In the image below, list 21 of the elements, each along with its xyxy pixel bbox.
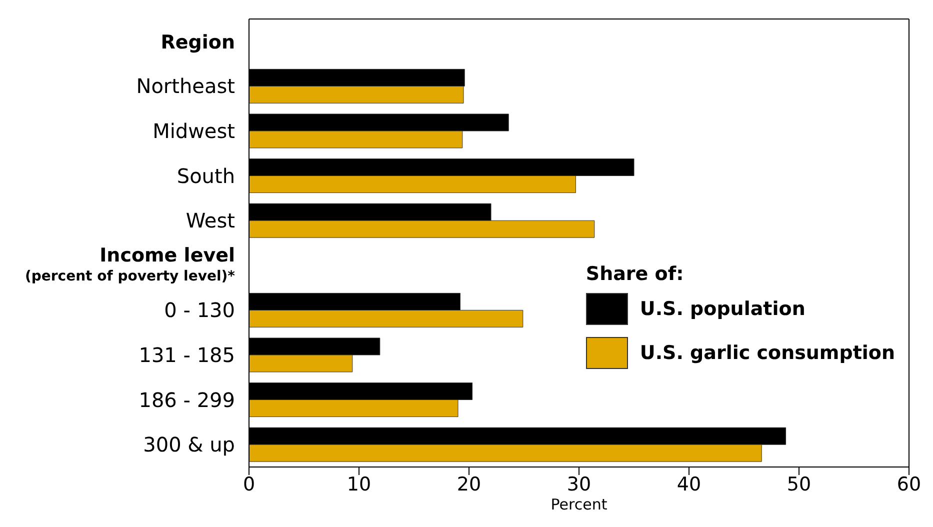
x-tick-label: 20 [456,473,482,496]
legend-title: Share of: [586,263,685,285]
legend-label: U.S. garlic consumption [640,342,895,364]
y-tick-label: 300 & up [143,432,235,457]
x-axis-title: Percent [550,496,608,514]
y-tick-label: 131 - 185 [138,343,235,367]
x-tick-label: 50 [786,473,812,496]
y-tick-label: Midwest [152,119,236,143]
x-tick-label: 40 [676,473,702,496]
y-tick-label: Northeast [136,74,236,98]
y-tick-label: 0 - 130 [164,298,235,322]
y-tick-label: West [186,208,236,233]
y-tick-label: Region [160,31,235,54]
x-tick-label: 10 [346,473,372,496]
x-tick-label: 0 [242,473,256,496]
legend-label: U.S. population [640,298,806,320]
x-tick-label: 60 [896,473,922,496]
y-tick-label: South [176,164,235,188]
y-tick-label: 186 - 299 [138,388,235,412]
y-tick-label: Income level (percent of poverty level)* [24,244,236,284]
x-tick-label: 30 [566,473,592,496]
